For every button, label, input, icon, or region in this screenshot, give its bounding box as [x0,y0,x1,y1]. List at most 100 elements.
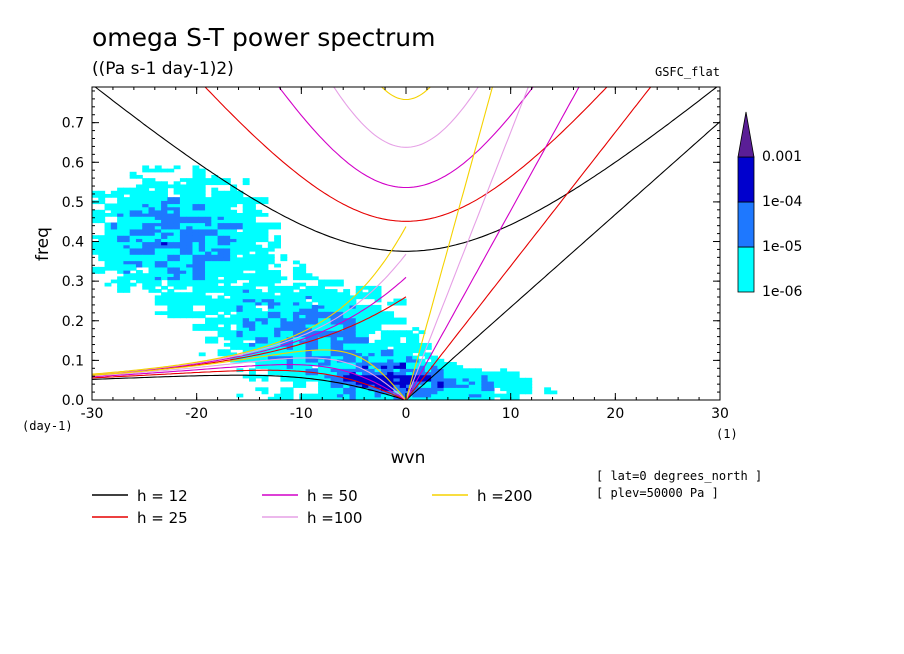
contour-cell [330,282,338,287]
contour-cell [324,308,332,312]
contour-cell [154,244,162,249]
contour-cell [148,257,156,262]
contour-cell [230,336,238,341]
contour-cell [117,260,124,265]
contour-cell [223,244,231,249]
contour-cell [280,396,288,400]
contour-cell [142,228,150,233]
contour-cell [154,273,162,277]
contour-cell [368,352,376,357]
contour-cell [255,260,263,265]
contour-cell [198,327,206,331]
contour-cell [380,320,388,325]
contour-cell [198,168,206,173]
contour-cell [330,301,338,306]
contour-cell [362,308,369,312]
contour-cell [399,361,407,366]
legend-label: h = 50 [307,487,358,505]
contour-cell [236,190,244,195]
contour-cell [318,342,325,347]
contour-cell [104,238,112,243]
contour-cell [362,336,369,341]
contour-cell [161,168,168,173]
contour-cell [324,298,332,303]
contour-cell [368,358,376,363]
contour-cell [142,184,150,189]
contour-cell [192,238,200,243]
contour-cell [374,323,382,328]
contour-cell [274,333,281,338]
contour-cell [418,371,426,376]
contour-cell [154,254,162,258]
contour-cell [110,251,118,255]
contour-cell [223,193,231,198]
contour-cell [192,260,200,265]
contour-cell [330,298,338,303]
contour-cell [123,279,131,284]
contour-cell [167,298,175,303]
contour-cell [249,301,256,306]
contour-cell [249,232,256,236]
contour-cell [311,349,319,354]
contour-cell [129,216,137,220]
contour-cell [249,289,256,293]
contour-cell [154,197,162,201]
contour-cell [242,311,250,316]
x-tick-label: 10 [502,406,520,422]
contour-cell [198,238,206,243]
y-unit-label: (day-1) [22,419,73,433]
contour-cell [506,371,514,376]
contour-cell [387,368,395,373]
contour-cell [318,390,325,395]
contour-cell [148,232,156,236]
contour-cell [104,232,112,236]
contour-cell [280,257,288,262]
contour-cell [205,295,212,300]
contour-cell [368,368,376,373]
contour-cell [255,361,263,366]
contour-cell [173,251,181,255]
contour-cell [374,289,382,293]
contour-cell [198,222,206,227]
contour-cell [500,368,508,373]
contour-cell [412,365,420,369]
contour-cell [249,333,256,338]
contour-cell [387,330,395,335]
contour-cell [249,349,256,354]
contour-cell [167,216,175,220]
contour-cell [142,235,150,239]
y-tick-label: 0.1 [62,353,84,369]
contour-cell [249,298,256,303]
contour-cell [223,279,231,284]
contour-cell [380,349,388,354]
contour-cell [154,266,162,271]
contour-cell [261,333,269,338]
contour-cell [223,247,231,252]
contour-cell [487,380,495,385]
contour-cell [355,285,363,290]
contour-cell [336,365,344,369]
contour-cell [280,317,288,322]
contour-cell [493,380,501,385]
contour-cell [380,371,388,376]
contour-cell [406,358,413,363]
contour-cell [349,393,357,398]
contour-cell [349,380,357,385]
contour-cell [167,295,175,300]
contour-cell [154,206,162,211]
contour-cell [129,219,137,224]
contour-cell [544,387,552,392]
contour-cell [255,235,263,239]
contour-cell [318,336,325,341]
contour-cell [230,232,238,236]
contour-cell [324,387,332,392]
contour-cell [198,209,206,214]
contour-cell [311,396,319,400]
contour-cell [292,260,300,265]
contour-cell [362,380,369,385]
contour-cell [205,232,212,236]
contour-cell [142,197,150,201]
contour-cell [249,247,256,252]
contour-cell [255,276,263,281]
contour-cell [336,371,344,376]
